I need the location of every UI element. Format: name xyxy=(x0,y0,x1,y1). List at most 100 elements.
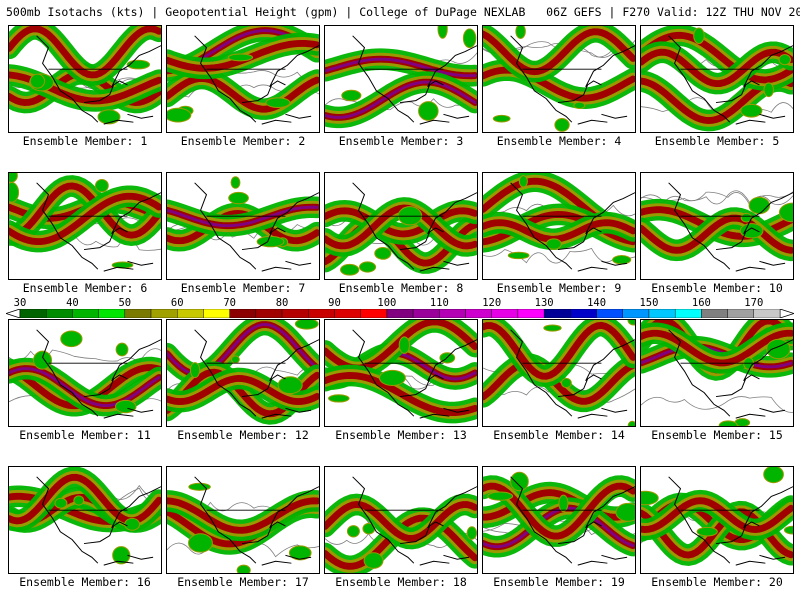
member-map-canvas xyxy=(9,329,161,419)
jet-stream-core xyxy=(167,205,319,228)
field-title: Geopotential Height (gpm) xyxy=(165,5,339,19)
title-separator: | xyxy=(608,5,616,19)
jet-stream-core xyxy=(9,27,161,77)
member-map-canvas xyxy=(483,173,635,272)
ensemble-member-map xyxy=(8,466,162,574)
color-scale-bar: 30 40 50 60 70 80 90 100 110 120 130 140 150 160 170 xyxy=(6,297,794,321)
isotach-blob xyxy=(60,330,83,348)
color-scale-bin xyxy=(622,309,650,318)
isotach-blob xyxy=(111,261,134,269)
ensemble-member-map xyxy=(482,25,636,133)
isotach-blob xyxy=(766,338,791,360)
jet-stream-core xyxy=(483,323,635,378)
jet-stream-core xyxy=(641,345,793,369)
color-scale-bin xyxy=(596,309,623,318)
isotach-blob xyxy=(328,394,350,403)
coastline xyxy=(668,476,793,566)
coastline xyxy=(36,182,161,272)
ensemble-member-map xyxy=(640,466,794,574)
ensemble-member-label: Ensemble Member: 3 xyxy=(338,134,464,148)
isotach-blob xyxy=(54,497,68,509)
jet-stream-core xyxy=(483,362,635,403)
jet-stream-core xyxy=(167,77,319,111)
ensemble-member-label: Ensemble Member: 16 xyxy=(19,575,151,589)
color-scale-bin xyxy=(19,309,47,318)
color-scale-tick-label: 130 xyxy=(534,297,554,309)
coastline xyxy=(194,35,319,125)
member-map-canvas xyxy=(9,467,161,566)
member-map-canvas xyxy=(483,320,635,426)
isotach-blob xyxy=(9,173,18,183)
color-scale-bin xyxy=(753,309,781,318)
valid-time: F270 Valid: 12Z THU NOV 20 2025 xyxy=(622,5,800,19)
jet-stream-core xyxy=(167,499,319,532)
jet-stream-core xyxy=(325,503,477,541)
color-scale-bin xyxy=(465,309,492,318)
color-scale-bin xyxy=(308,309,335,318)
jet-stream-core xyxy=(167,376,319,404)
ensemble-member-label: Ensemble Member: 13 xyxy=(335,428,467,442)
jet-stream-core xyxy=(641,33,793,82)
isotach-blob xyxy=(277,376,303,395)
isotach-blob xyxy=(740,103,763,118)
isotach-blob xyxy=(783,525,793,535)
color-scale-bin xyxy=(255,309,283,318)
jet-stream-core xyxy=(325,80,477,119)
color-scale-bin xyxy=(334,309,361,318)
coastline xyxy=(194,182,319,272)
isotach-blob xyxy=(358,261,377,273)
isotach-blob xyxy=(748,196,771,215)
ensemble-member-map xyxy=(8,319,162,427)
color-scale-bin xyxy=(46,309,73,318)
color-scale-bin xyxy=(412,309,440,318)
isotach-blob xyxy=(778,202,793,223)
color-scale-bin xyxy=(150,309,178,318)
isotach-blob xyxy=(294,320,319,330)
isotach-blob xyxy=(33,350,53,370)
color-scale-tick-label: 30 xyxy=(13,297,27,309)
isotach-blob xyxy=(763,467,784,484)
coastline xyxy=(36,476,161,566)
isotach-blob xyxy=(739,223,764,239)
color-scale-tick-label: 50 xyxy=(118,297,132,309)
color-scale-tick-label: 40 xyxy=(66,297,79,309)
isotach-blob xyxy=(363,552,384,569)
isotach-blob xyxy=(418,101,439,121)
jet-stream-core xyxy=(325,206,477,248)
ensemble-member-map xyxy=(166,172,320,280)
ensemble-member-label: Ensemble Member: 18 xyxy=(335,575,467,589)
isotach-blob xyxy=(518,175,528,188)
isotach-blob xyxy=(115,342,129,357)
isotach-blob xyxy=(554,117,570,132)
color-scale-right-arrow xyxy=(779,309,794,318)
isotach-blob xyxy=(558,494,569,512)
isotach-blob xyxy=(227,53,254,62)
isotach-blob xyxy=(378,369,406,386)
isotach-blob xyxy=(693,27,705,44)
isotach-blob xyxy=(228,191,249,205)
isotach-blob xyxy=(627,320,635,326)
isotach-blob xyxy=(230,176,241,189)
jet-stream-core xyxy=(483,30,635,74)
color-scale-bin xyxy=(203,309,230,318)
color-scale-tick-label: 160 xyxy=(691,297,711,309)
coastline xyxy=(668,182,793,272)
isotach-blob xyxy=(763,82,774,98)
ensemble-member-map xyxy=(640,319,794,427)
member-map-canvas xyxy=(325,182,477,276)
color-scale-bin xyxy=(177,309,204,318)
isotach-blob xyxy=(346,525,360,538)
jet-stream-core xyxy=(9,367,161,408)
member-map-canvas xyxy=(167,320,319,425)
color-scale-tick-label: 140 xyxy=(587,297,607,309)
isotach-blob xyxy=(718,420,738,426)
ensemble-member-label: Ensemble Member: 7 xyxy=(180,281,306,295)
coastline xyxy=(194,476,319,566)
isotach-blob xyxy=(265,97,291,108)
coastline xyxy=(36,329,161,419)
color-scale-bin xyxy=(674,309,702,318)
isotach-blob xyxy=(492,114,511,123)
ensemble-member-map xyxy=(324,172,478,280)
coastline xyxy=(36,35,161,125)
member-map-canvas xyxy=(483,471,635,566)
